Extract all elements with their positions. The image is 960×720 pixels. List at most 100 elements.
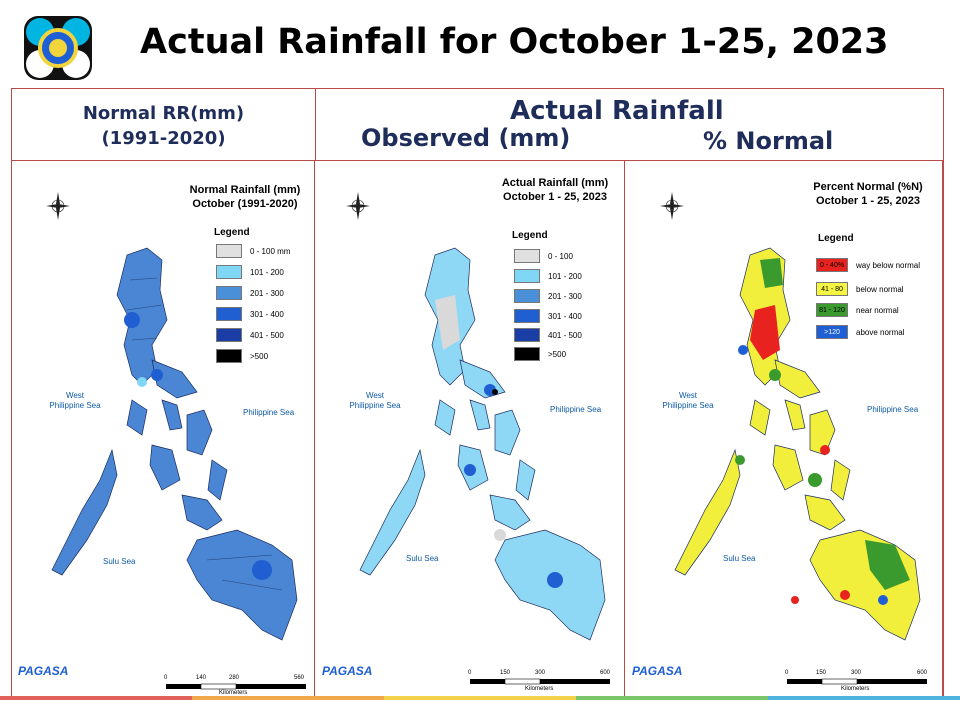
- map-title-line2: October 1 - 25, 2023: [503, 191, 607, 203]
- map-title-line1: Normal Rainfall (mm): [189, 184, 301, 196]
- legend-swatch: [216, 349, 242, 363]
- panel-actual: [315, 160, 625, 700]
- map-title-percent: Percent Normal (%N) October 1 - 25, 2023: [803, 180, 933, 208]
- header-observed: Observed (mm): [361, 124, 571, 152]
- sea-label-west: West Philippine Sea: [662, 391, 714, 410]
- scale-tick: 140: [196, 675, 207, 681]
- panel-percent: [625, 160, 943, 700]
- legend-item: 401 - 500: [514, 328, 582, 342]
- dry-zones: [435, 295, 506, 541]
- panels-frame: [11, 160, 944, 700]
- sea-label-sulu: Sulu Sea: [723, 554, 756, 563]
- map-title-line2: October (1991-2020): [192, 198, 298, 210]
- map-title-actual: Actual Rainfall (mm) October 1 - 25, 202…: [490, 176, 620, 204]
- wetter-zones: [124, 312, 272, 580]
- legend-swatch: 41 - 80: [816, 282, 848, 296]
- legend-swatch: 0 - 40%: [816, 258, 848, 272]
- philippines-landmass: [51, 247, 298, 641]
- scale-bar: [470, 678, 610, 685]
- scale-tick: 300: [535, 670, 546, 676]
- sea-label-sulu: Sulu Sea: [103, 557, 136, 566]
- map-title-normal: Normal Rainfall (mm) October (1991-2020): [180, 183, 310, 211]
- slide-title: Actual Rainfall for October 1-25, 2023: [140, 22, 889, 62]
- legend-swatch: >120: [816, 325, 848, 339]
- legend-item: 0 - 100: [514, 249, 573, 263]
- legend-swatch: [514, 328, 540, 342]
- legend-item: 81 - 120 near normal: [816, 303, 899, 317]
- way-below-normal-zones: [750, 305, 850, 604]
- legend-swatch: [216, 265, 242, 279]
- legend-item: 301 - 400: [216, 307, 284, 321]
- legend-item: 0 - 40% way below normal: [816, 258, 920, 272]
- scale-tick: 0: [164, 675, 168, 681]
- above-normal-zones: [738, 345, 888, 605]
- legend-swatch: 81 - 120: [816, 303, 848, 317]
- legend-swatch: [216, 244, 242, 258]
- sea-label-east: Philippine Sea: [550, 405, 602, 414]
- legend-title: Legend: [214, 227, 250, 238]
- compass-icon: [46, 192, 70, 220]
- scale-tick: 280: [229, 675, 240, 681]
- legend-swatch: [514, 309, 540, 323]
- scale-tick: 0: [785, 670, 789, 676]
- compass-icon: [346, 192, 370, 220]
- bottom-color-bar: [0, 696, 960, 700]
- legend-swatch: [216, 286, 242, 300]
- scale-tick: 600: [917, 670, 928, 676]
- compass-icon: [660, 192, 684, 220]
- legend-item: 41 - 80 below normal: [816, 282, 904, 296]
- map-title-line2: October 1 - 25, 2023: [816, 195, 920, 207]
- pagasa-logo: PAGASA: [18, 664, 69, 678]
- sea-label-west: West Philippine Sea: [349, 391, 401, 410]
- header-normal-box: [11, 88, 316, 161]
- legend-title: Legend: [818, 233, 854, 244]
- map-title-line1: Actual Rainfall (mm): [501, 177, 609, 189]
- legend-item: 101 - 200: [216, 265, 284, 279]
- legend-swatch: [216, 328, 242, 342]
- pagasa-logo: PAGASA: [632, 664, 683, 678]
- legend-item: 301 - 400: [514, 309, 582, 323]
- pagasa-seal-logo: [24, 16, 92, 80]
- scale-bar: [787, 678, 927, 685]
- header-actual: Actual Rainfall: [510, 96, 724, 126]
- legend-swatch: [216, 307, 242, 321]
- philippines-landmass: [359, 247, 606, 641]
- legend-item: 401 - 500: [216, 328, 284, 342]
- header-normal-line2: (1991-2020): [101, 128, 226, 149]
- sea-label-west: West Philippine Sea: [49, 391, 101, 410]
- map-normal: [51, 247, 298, 641]
- header-normal-line1: Normal RR(mm): [82, 103, 245, 124]
- scale-unit: Kilometers: [525, 686, 554, 692]
- province-boundaries: [126, 277, 283, 591]
- header-percent: % Normal: [703, 127, 834, 155]
- scale-unit: Kilometers: [841, 686, 870, 692]
- scale-tick: 150: [816, 670, 827, 676]
- scale-tick: 600: [600, 670, 611, 676]
- scale-bar: [166, 683, 306, 690]
- scale-tick: 300: [851, 670, 862, 676]
- legend-swatch: [514, 347, 540, 361]
- scale-tick: 150: [500, 670, 511, 676]
- map-percent: [674, 247, 921, 641]
- sea-label-east: Philippine Sea: [867, 405, 919, 414]
- legend-item: >500: [514, 347, 566, 361]
- legend-item: 0 - 100 mm: [216, 244, 290, 258]
- sea-label-sulu: Sulu Sea: [406, 554, 439, 563]
- legend-item: >500: [216, 349, 268, 363]
- panel-normal: [12, 160, 315, 700]
- legend-item: 201 - 300: [216, 286, 284, 300]
- map-actual: [359, 247, 606, 641]
- header-actual-box: [315, 88, 944, 161]
- near-normal-zones: [735, 258, 910, 590]
- legend-title: Legend: [512, 230, 548, 241]
- legend-item: 101 - 200: [514, 269, 582, 283]
- legend-swatch: [514, 269, 540, 283]
- legend-swatch: [514, 249, 540, 263]
- pagasa-logo: PAGASA: [322, 664, 373, 678]
- sea-label-east: Philippine Sea: [243, 408, 295, 417]
- legend-swatch: [514, 289, 540, 303]
- scale-tick: 0: [468, 670, 472, 676]
- scale-tick: 560: [294, 675, 305, 681]
- legend-item: >120 above normal: [816, 325, 904, 339]
- scale-unit: Kilometers: [219, 690, 248, 696]
